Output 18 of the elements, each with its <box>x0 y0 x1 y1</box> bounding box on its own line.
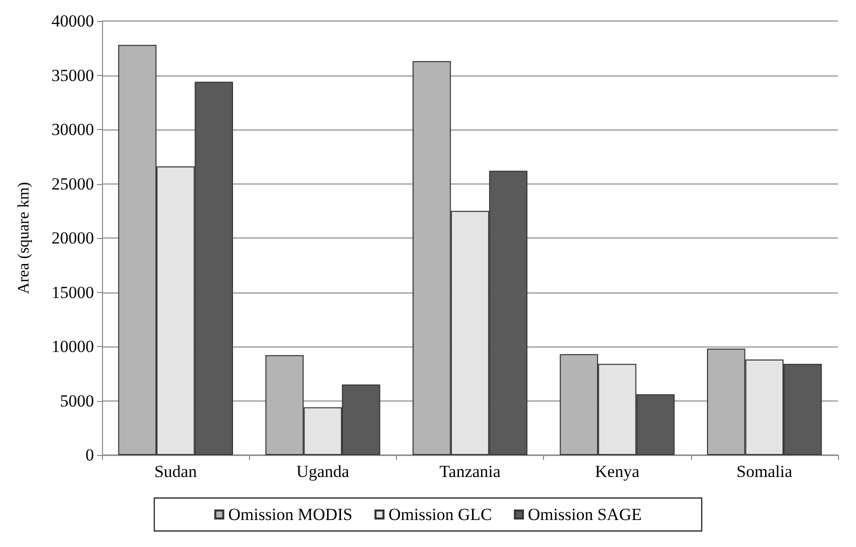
y-tick-label: 25000 <box>52 174 94 194</box>
x-tick-label: Somalia <box>736 462 793 481</box>
y-axis-title: Area (square km) <box>16 182 32 294</box>
y-tick-label: 40000 <box>52 12 94 30</box>
y-tick-label: 15000 <box>52 282 94 302</box>
x-tick-label: Kenya <box>595 462 640 481</box>
y-tick-label: 5000 <box>60 391 94 410</box>
legend-label: Omission SAGE <box>528 505 642 524</box>
y-tick-label: 35000 <box>52 66 94 85</box>
x-tick-label: Uganda <box>296 462 350 481</box>
legend-label: Omission GLC <box>388 505 492 524</box>
y-tick-label: 30000 <box>52 120 94 139</box>
y-tick-label: 0 <box>86 446 94 464</box>
x-tick-label: Tanzania <box>439 462 501 481</box>
legend-label: Omission MODIS <box>228 505 352 524</box>
y-tick-label: 20000 <box>52 228 94 248</box>
y-tick-label: 10000 <box>52 337 94 356</box>
x-tick-label: Sudan <box>154 462 198 481</box>
